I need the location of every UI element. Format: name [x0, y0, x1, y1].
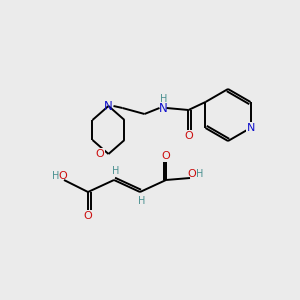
Text: H: H: [160, 94, 167, 104]
Text: O: O: [58, 171, 68, 181]
Text: H: H: [52, 171, 60, 181]
Text: N: N: [247, 123, 256, 133]
Text: O: O: [162, 151, 170, 161]
Text: N: N: [159, 101, 168, 115]
Text: N: N: [104, 100, 113, 112]
Text: O: O: [84, 211, 92, 221]
Text: H: H: [196, 169, 204, 179]
Text: H: H: [138, 196, 146, 206]
Text: O: O: [188, 169, 196, 179]
Text: O: O: [184, 131, 193, 141]
Text: O: O: [95, 149, 104, 159]
Text: H: H: [112, 166, 120, 176]
